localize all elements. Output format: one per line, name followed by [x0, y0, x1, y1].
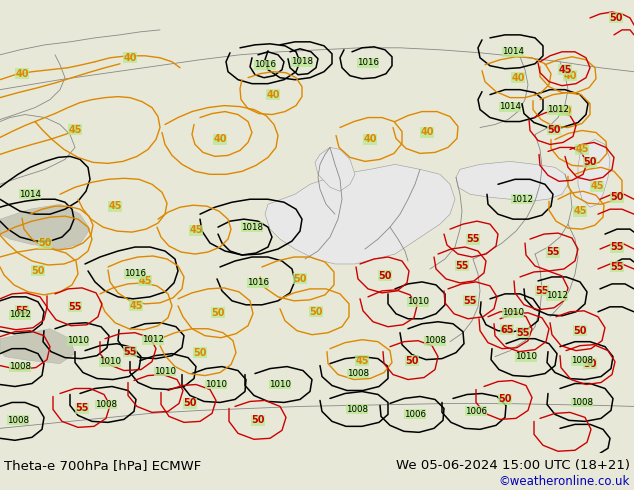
Text: 40: 40 — [15, 69, 29, 79]
Text: 55: 55 — [15, 306, 29, 316]
Text: 50: 50 — [573, 326, 586, 336]
Polygon shape — [0, 204, 90, 249]
Text: 1010: 1010 — [407, 297, 429, 306]
Text: 65: 65 — [500, 325, 514, 335]
Text: 50: 50 — [405, 356, 418, 366]
Text: 45: 45 — [129, 301, 143, 311]
Text: 1010: 1010 — [502, 308, 524, 318]
Polygon shape — [315, 147, 355, 191]
Text: 50: 50 — [498, 394, 512, 404]
Text: 50: 50 — [211, 308, 224, 318]
Text: 45: 45 — [355, 356, 369, 366]
Text: 1014: 1014 — [499, 102, 521, 111]
Text: 45: 45 — [138, 276, 152, 286]
Text: 1008: 1008 — [95, 400, 117, 409]
Text: 50: 50 — [31, 266, 45, 276]
Text: 1016: 1016 — [247, 278, 269, 288]
Text: 40: 40 — [266, 90, 280, 99]
Text: 45: 45 — [573, 206, 586, 216]
Text: 1008: 1008 — [571, 356, 593, 365]
Text: 1016: 1016 — [357, 58, 379, 67]
Text: 45: 45 — [590, 181, 604, 191]
Text: 1012: 1012 — [142, 335, 164, 344]
Text: 45: 45 — [190, 225, 203, 235]
Text: 1010: 1010 — [67, 336, 89, 345]
Text: 50: 50 — [583, 359, 597, 368]
Text: 1008: 1008 — [7, 416, 29, 425]
Text: 55: 55 — [455, 261, 469, 271]
Text: 50: 50 — [183, 398, 197, 409]
Text: 40: 40 — [563, 71, 577, 81]
Text: 50: 50 — [251, 416, 265, 425]
Text: 1010: 1010 — [154, 367, 176, 376]
Text: 40: 40 — [363, 134, 377, 145]
Text: 55: 55 — [75, 403, 89, 414]
Text: 55: 55 — [547, 247, 560, 257]
Text: 1008: 1008 — [424, 336, 446, 345]
Text: 50: 50 — [583, 157, 597, 168]
Text: 1014: 1014 — [502, 48, 524, 56]
Text: 1012: 1012 — [511, 195, 533, 204]
Text: 50: 50 — [294, 274, 307, 284]
Text: 1012: 1012 — [9, 310, 31, 319]
Text: 55: 55 — [516, 328, 530, 338]
Text: 1018: 1018 — [241, 222, 263, 232]
Text: 1012: 1012 — [546, 292, 568, 300]
Text: 1006: 1006 — [465, 407, 487, 416]
Text: 50: 50 — [547, 124, 560, 134]
Text: 1010: 1010 — [515, 352, 537, 361]
Polygon shape — [265, 164, 455, 264]
Text: 1012: 1012 — [547, 105, 569, 114]
Text: ©weatheronline.co.uk: ©weatheronline.co.uk — [498, 475, 630, 489]
Text: 50: 50 — [193, 347, 207, 358]
Text: 45: 45 — [575, 145, 589, 154]
Text: 55: 55 — [535, 286, 549, 296]
Text: 55: 55 — [611, 262, 624, 272]
Text: 1014: 1014 — [19, 190, 41, 199]
Text: 50: 50 — [378, 271, 392, 281]
Text: 55: 55 — [68, 302, 82, 312]
Polygon shape — [0, 329, 75, 364]
Text: 50: 50 — [611, 192, 624, 202]
Text: 1006: 1006 — [404, 410, 426, 419]
Polygon shape — [456, 161, 568, 201]
Text: 45: 45 — [108, 201, 122, 211]
Text: 1008: 1008 — [571, 398, 593, 407]
Text: 40: 40 — [213, 134, 227, 145]
Text: 45: 45 — [68, 124, 82, 134]
Text: We 05-06-2024 15:00 UTC (18+21): We 05-06-2024 15:00 UTC (18+21) — [396, 459, 630, 472]
Text: 40: 40 — [559, 105, 572, 116]
Text: 1018: 1018 — [291, 57, 313, 66]
Text: 1008: 1008 — [346, 405, 368, 414]
Text: 40: 40 — [123, 53, 137, 63]
Text: 1010: 1010 — [205, 380, 227, 389]
Text: Theta-e 700hPa [hPa] ECMWF: Theta-e 700hPa [hPa] ECMWF — [4, 459, 201, 472]
Text: 40: 40 — [420, 127, 434, 138]
Text: 1016: 1016 — [124, 270, 146, 278]
Text: 55: 55 — [463, 296, 477, 306]
Text: 50: 50 — [609, 13, 623, 23]
Text: 55: 55 — [466, 234, 480, 244]
Text: 1008: 1008 — [347, 369, 369, 378]
Text: 40: 40 — [511, 73, 525, 83]
Text: 55: 55 — [123, 346, 137, 357]
Text: 1010: 1010 — [99, 357, 121, 366]
Text: 45: 45 — [559, 65, 572, 75]
Text: 55: 55 — [611, 242, 624, 252]
Text: 50: 50 — [309, 307, 323, 317]
Text: 50: 50 — [38, 238, 52, 248]
Text: 1010: 1010 — [269, 380, 291, 389]
Text: 1016: 1016 — [254, 60, 276, 69]
Polygon shape — [578, 140, 610, 207]
Text: 1008: 1008 — [9, 362, 31, 371]
